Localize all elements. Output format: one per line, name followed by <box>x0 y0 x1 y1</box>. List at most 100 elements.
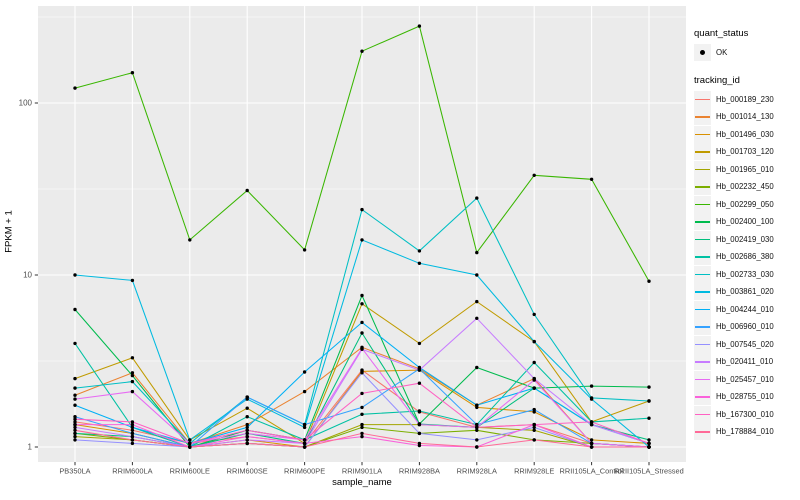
data-point[interactable] <box>130 278 135 283</box>
data-point[interactable] <box>245 438 249 442</box>
data-point[interactable] <box>130 434 135 439</box>
data-point[interactable] <box>532 438 536 442</box>
data-point[interactable] <box>475 196 479 200</box>
data-point[interactable] <box>245 431 249 436</box>
data-point[interactable] <box>360 331 364 335</box>
data-point[interactable] <box>647 279 651 283</box>
data-point[interactable] <box>360 207 364 212</box>
data-point[interactable] <box>73 273 77 277</box>
legend-item-Hb_002400_100[interactable]: Hb_002400_100 <box>694 213 800 231</box>
data-point[interactable] <box>302 422 307 427</box>
data-point[interactable] <box>532 360 536 365</box>
data-point[interactable] <box>130 425 135 430</box>
legend-item-Hb_167300_010[interactable]: Hb_167300_010 <box>694 405 800 424</box>
data-point[interactable] <box>302 425 307 430</box>
data-point[interactable] <box>417 422 422 427</box>
data-point[interactable] <box>417 381 422 385</box>
data-point[interactable] <box>245 441 249 446</box>
data-point[interactable] <box>360 49 364 53</box>
data-point[interactable] <box>589 422 594 427</box>
legend-item-Hb_002299_050[interactable]: Hb_002299_050 <box>694 195 800 214</box>
data-point[interactable] <box>245 415 249 419</box>
legend-item-Hb_006960_010[interactable]: Hb_006960_010 <box>694 318 800 336</box>
data-point[interactable] <box>589 438 594 442</box>
data-point[interactable] <box>532 386 536 390</box>
data-point[interactable] <box>73 307 77 312</box>
data-point[interactable] <box>647 399 651 403</box>
data-point[interactable] <box>532 407 536 412</box>
data-point[interactable] <box>532 173 536 177</box>
data-point[interactable] <box>532 312 536 317</box>
legend-item-Hb_025457_010[interactable]: Hb_025457_010 <box>694 370 800 389</box>
data-point[interactable] <box>475 425 479 430</box>
data-point[interactable] <box>130 428 135 432</box>
data-point[interactable] <box>188 445 192 449</box>
data-point[interactable] <box>589 445 594 449</box>
data-point[interactable] <box>532 422 536 427</box>
data-point[interactable] <box>130 389 135 394</box>
data-point[interactable] <box>475 445 479 449</box>
data-point[interactable] <box>360 412 364 416</box>
data-point[interactable] <box>130 441 135 446</box>
data-point[interactable] <box>245 434 249 439</box>
data-point[interactable] <box>475 299 479 304</box>
data-point[interactable] <box>532 428 536 432</box>
data-point[interactable] <box>417 24 422 28</box>
data-point[interactable] <box>302 389 307 394</box>
data-point[interactable] <box>302 438 307 442</box>
data-point[interactable] <box>73 422 77 427</box>
legend-item-Hb_003861_020[interactable]: Hb_003861_020 <box>694 283 800 301</box>
legend-item-Hb_020411_010[interactable]: Hb_020411_010 <box>694 353 800 371</box>
data-point[interactable] <box>130 373 135 378</box>
data-point[interactable] <box>73 376 77 381</box>
legend-item-Hb_001014_130[interactable]: Hb_001014_130 <box>694 108 800 126</box>
data-point[interactable] <box>73 386 77 390</box>
data-point[interactable] <box>73 403 77 407</box>
data-point[interactable] <box>73 431 77 436</box>
legend-item-Hb_000189_230[interactable]: Hb_000189_230 <box>694 90 800 109</box>
legend-item-Hb_001496_030[interactable]: Hb_001496_030 <box>694 125 800 144</box>
data-point[interactable] <box>130 422 135 427</box>
data-point[interactable] <box>360 371 364 375</box>
data-point[interactable] <box>302 370 307 374</box>
data-point[interactable] <box>73 86 77 90</box>
data-point[interactable] <box>245 422 249 427</box>
data-point[interactable] <box>589 441 594 446</box>
data-point[interactable] <box>73 415 77 419</box>
data-point[interactable] <box>360 425 364 430</box>
data-point[interactable] <box>130 379 135 384</box>
legend-item-Hb_001703_120[interactable]: Hb_001703_120 <box>694 143 800 161</box>
data-point[interactable] <box>302 248 307 252</box>
legend-item-Hb_004244_010[interactable]: Hb_004244_010 <box>694 300 800 319</box>
data-point[interactable] <box>589 177 594 181</box>
data-point[interactable] <box>417 368 422 372</box>
data-point[interactable] <box>647 438 651 442</box>
data-point[interactable] <box>589 384 594 388</box>
data-point[interactable] <box>245 428 249 432</box>
data-point[interactable] <box>475 250 479 255</box>
data-point[interactable] <box>647 385 651 389</box>
data-point[interactable] <box>188 438 192 442</box>
data-point[interactable] <box>245 406 249 410</box>
data-point[interactable] <box>475 365 479 370</box>
data-point[interactable] <box>360 302 364 306</box>
data-point[interactable] <box>475 273 479 277</box>
data-point[interactable] <box>417 441 422 446</box>
data-point[interactable] <box>73 428 77 432</box>
legend-item-Hb_002686_380[interactable]: Hb_002686_380 <box>694 248 800 266</box>
data-point[interactable] <box>417 341 422 346</box>
data-point[interactable] <box>417 261 422 265</box>
legend-item-Hb_028755_010[interactable]: Hb_028755_010 <box>694 388 800 406</box>
data-point[interactable] <box>73 341 77 346</box>
data-point[interactable] <box>245 425 249 430</box>
data-point[interactable] <box>475 316 479 320</box>
data-point[interactable] <box>73 420 77 424</box>
data-point[interactable] <box>589 420 594 424</box>
data-point[interactable] <box>188 238 192 242</box>
data-point[interactable] <box>360 238 364 242</box>
data-point[interactable] <box>73 393 77 397</box>
data-point[interactable] <box>647 445 651 449</box>
data-point[interactable] <box>417 431 422 436</box>
data-point[interactable] <box>647 416 651 420</box>
data-point[interactable] <box>360 391 364 396</box>
